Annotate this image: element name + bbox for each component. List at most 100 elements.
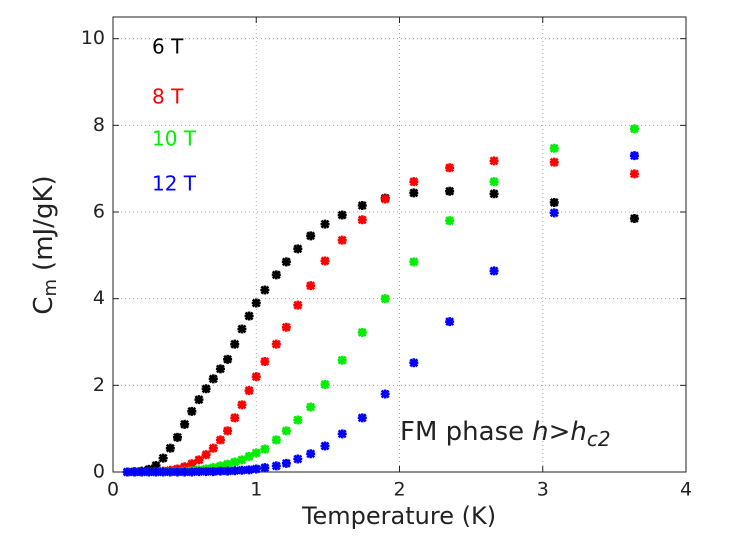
data-point xyxy=(271,435,281,445)
y-tick-label: 2 xyxy=(93,374,105,396)
x-tick-label: 3 xyxy=(537,479,549,501)
data-point xyxy=(251,298,261,308)
data-point xyxy=(337,429,347,439)
data-point xyxy=(357,201,367,210)
x-tick-label: 1 xyxy=(250,479,262,501)
data-point xyxy=(251,448,261,458)
data-point xyxy=(281,257,291,267)
data-point xyxy=(237,324,247,334)
data-point xyxy=(337,235,347,245)
data-point xyxy=(293,454,303,464)
data-point xyxy=(380,389,390,399)
data-point xyxy=(549,208,559,218)
annotation-sub: c2 xyxy=(587,427,611,451)
data-point xyxy=(172,432,182,442)
data-point xyxy=(137,467,147,477)
data-point xyxy=(194,467,204,477)
data-point xyxy=(223,426,233,436)
data-point xyxy=(201,384,211,394)
data-point xyxy=(244,465,254,475)
data-point xyxy=(172,467,182,477)
data-point xyxy=(629,169,639,179)
data-point xyxy=(549,157,559,167)
data-point xyxy=(306,449,316,459)
data-point xyxy=(629,151,639,161)
data-point xyxy=(489,177,499,187)
y-tick-label: 10 xyxy=(81,27,105,49)
x-tick-label: 0 xyxy=(107,479,119,501)
data-point xyxy=(409,177,419,187)
data-point xyxy=(244,386,254,396)
data-point xyxy=(215,364,225,374)
data-point xyxy=(180,419,190,429)
data-point xyxy=(223,459,233,469)
data-point xyxy=(230,466,240,476)
data-point xyxy=(230,339,240,349)
data-point xyxy=(409,188,419,198)
data-point xyxy=(230,413,240,423)
y-tick-label: 4 xyxy=(93,287,105,309)
data-point xyxy=(129,467,139,477)
data-point xyxy=(380,294,390,304)
data-point xyxy=(271,339,281,349)
data-point xyxy=(271,461,281,471)
y-axis-label-symbol: C xyxy=(29,297,59,315)
data-point xyxy=(230,457,240,467)
y-axis-label-sub: m xyxy=(40,279,61,297)
data-point xyxy=(151,461,161,470)
data-point xyxy=(208,467,218,477)
data-point xyxy=(165,443,175,453)
y-tick-label: 0 xyxy=(93,461,105,483)
data-point xyxy=(281,458,291,468)
data-point xyxy=(445,163,455,173)
data-point xyxy=(215,466,225,476)
data-point xyxy=(237,400,247,410)
x-tick-label: 4 xyxy=(680,479,692,501)
data-point xyxy=(158,453,168,463)
data-point xyxy=(629,214,639,223)
data-point xyxy=(629,124,639,134)
annotation-text: FM phase xyxy=(400,417,524,447)
data-point xyxy=(244,311,254,321)
x-tick-label: 2 xyxy=(393,479,405,501)
data-point xyxy=(281,426,291,436)
data-point xyxy=(271,270,281,280)
data-point xyxy=(549,143,559,153)
data-point xyxy=(194,455,204,465)
data-point xyxy=(122,467,132,477)
data-point xyxy=(320,219,330,229)
data-point xyxy=(251,372,261,382)
legend-entry: 12 T xyxy=(152,172,197,196)
data-point xyxy=(293,244,303,254)
data-point xyxy=(237,455,247,465)
data-point xyxy=(260,357,270,366)
data-point xyxy=(201,450,211,460)
data-point xyxy=(208,374,218,384)
data-point xyxy=(445,186,455,196)
data-point xyxy=(165,467,175,477)
legend-entry: 10 T xyxy=(152,127,197,151)
legend-entry: 6 T xyxy=(152,35,184,59)
data-point xyxy=(144,467,154,477)
data-point xyxy=(215,435,225,445)
data-point xyxy=(281,322,291,332)
data-point xyxy=(489,266,499,276)
data-point xyxy=(337,355,347,365)
data-point xyxy=(293,300,303,310)
data-point xyxy=(201,467,211,477)
x-axis-label: Temperature (K) xyxy=(301,502,496,530)
data-point xyxy=(260,444,270,454)
data-point xyxy=(337,210,347,220)
data-point xyxy=(187,459,197,469)
data-point xyxy=(380,194,390,204)
data-point xyxy=(187,467,197,477)
data-point xyxy=(194,395,204,405)
data-point xyxy=(306,402,316,412)
legend-entry: 8 T xyxy=(152,85,184,109)
data-point xyxy=(244,451,254,461)
y-axis-label: Cm (mJ/gK) xyxy=(29,175,62,314)
data-point xyxy=(223,354,233,364)
data-point xyxy=(223,466,233,476)
data-point xyxy=(158,467,168,477)
